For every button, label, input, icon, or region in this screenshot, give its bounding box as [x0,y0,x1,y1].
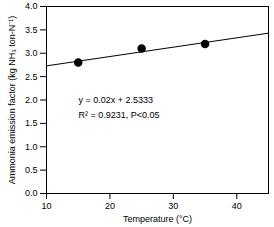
svg-text:3.5: 3.5 [25,25,38,35]
svg-text:2.0: 2.0 [25,95,38,105]
svg-text:R² = 0.9231, P<0.05: R² = 0.9231, P<0.05 [79,110,160,120]
svg-text:30: 30 [168,201,178,211]
svg-text:4.0: 4.0 [25,1,38,11]
svg-text:3.0: 3.0 [25,48,38,58]
svg-text:2.5: 2.5 [25,72,38,82]
svg-text:Temperature (°C): Temperature (°C) [123,214,192,224]
svg-text:10: 10 [41,201,51,211]
svg-text:Ammonia emission factor (kg NH: Ammonia emission factor (kg NH₃ ton-N⁻¹) [7,16,17,185]
svg-text:0.5: 0.5 [25,165,38,175]
svg-text:1.5: 1.5 [25,118,38,128]
svg-text:y = 0.02x + 2.5333: y = 0.02x + 2.5333 [79,95,154,105]
svg-text:20: 20 [105,201,115,211]
svg-text:0.0: 0.0 [25,188,38,198]
svg-text:1.0: 1.0 [25,142,38,152]
svg-text:40: 40 [232,201,242,211]
